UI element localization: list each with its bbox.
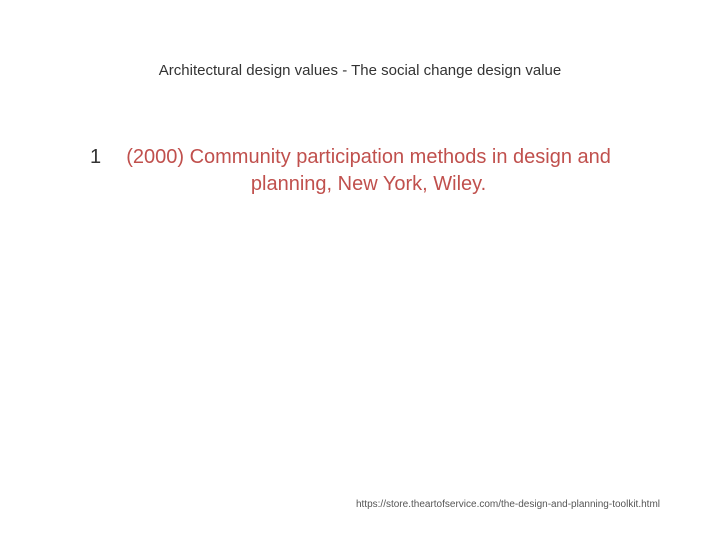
bullet-item: 1 (2000) Community participation methods… [90, 144, 630, 198]
bullet-text: (2000) Community participation methods i… [107, 144, 630, 198]
footer-url: https://store.theartofservice.com/the-de… [356, 499, 660, 510]
bullet-number: 1 [90, 144, 101, 171]
slide-body: 1 (2000) Community participation methods… [90, 144, 630, 198]
slide-container: Architectural design values - The social… [0, 0, 720, 540]
slide-title: Architectural design values - The social… [0, 62, 720, 79]
